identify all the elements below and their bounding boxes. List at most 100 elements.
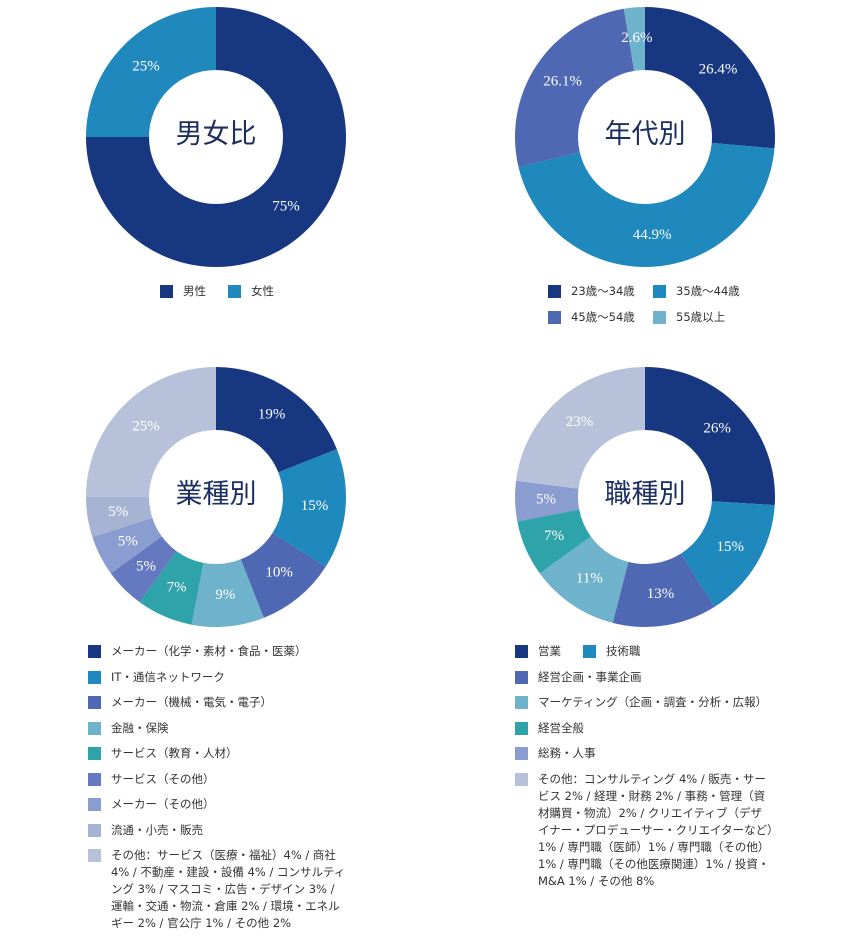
slice-label: 25%	[132, 58, 160, 74]
legend-label: 55歳以上	[676, 309, 726, 324]
donut-slice	[645, 7, 775, 149]
slice-label: 7%	[167, 579, 187, 595]
legend-label: 技術職	[606, 644, 641, 658]
legend-label: 営業	[538, 644, 561, 658]
donut-slice	[515, 480, 580, 522]
legend-item: サービス（教育・人材）	[88, 745, 346, 762]
legend-item: 経営全般	[515, 720, 773, 737]
legend-swatch	[88, 747, 101, 760]
slice-label: 19%	[258, 407, 286, 423]
slice-label: 2.6%	[621, 30, 652, 46]
slice-label: 10%	[265, 565, 293, 581]
legend-swatch	[88, 645, 101, 658]
legend-item: 女性	[228, 283, 274, 300]
legend-swatch	[228, 285, 241, 298]
slice-label: 15%	[301, 498, 329, 514]
legend-label: その他：サービス（医療・福祉）4% / 商社4% / 不動産・建設・設備 4% …	[111, 848, 346, 930]
legend-label: 経営企画・事業企画	[538, 669, 642, 684]
donut-slice	[518, 142, 775, 267]
slice-label: 5%	[108, 504, 128, 520]
donut-slice	[86, 497, 153, 538]
legend-swatch	[515, 696, 528, 709]
legend: 男性 女性	[160, 283, 460, 309]
legend-swatch	[653, 285, 666, 298]
donut-slice	[680, 501, 775, 607]
legend-label: 金融・保険	[111, 720, 169, 735]
legend-item: 流通・小売・販売	[88, 822, 346, 839]
legend-item: 35歳～44歳	[653, 283, 758, 300]
center-title: 業種別	[176, 479, 257, 509]
legend-label: メーカー（その他）	[111, 797, 215, 811]
legend-swatch	[583, 645, 596, 658]
legend-swatch	[88, 670, 101, 684]
legend-swatch	[653, 310, 666, 324]
donut-slice	[86, 7, 346, 267]
donut-slice	[515, 8, 635, 167]
legend-item: メーカー（その他）	[88, 796, 346, 813]
legend-item: 男性	[160, 283, 206, 300]
legend-item: マーケティング（企画・調査・分析・広報）	[515, 694, 773, 711]
legend-item: 技術職	[583, 643, 641, 660]
legend-label: 男性	[183, 284, 206, 298]
legend-item: 営業	[515, 643, 561, 660]
donut-slice	[539, 536, 629, 623]
legend-swatch	[515, 670, 528, 684]
legend-swatch	[548, 310, 561, 324]
legend-swatch	[88, 849, 101, 862]
legend-swatch	[88, 772, 101, 786]
legend-label: 経営全般	[538, 720, 584, 735]
donut-slice	[240, 532, 326, 618]
legend-swatch	[88, 696, 101, 709]
slice-label: 5%	[136, 558, 156, 574]
legend-item: サービス（その他）	[88, 771, 346, 788]
legend-item: IT・通信ネットワーク	[88, 669, 346, 686]
legend-swatch	[88, 721, 101, 735]
legend-item: メーカー（化学・素材・食品・医薬）	[88, 643, 346, 660]
legend-swatch	[515, 772, 528, 786]
center-title: 職種別	[605, 479, 686, 509]
legend-label: サービス（その他）	[111, 771, 215, 786]
slice-label: 5%	[118, 533, 138, 549]
legend-item: メーカー（機械・電気・電子）	[88, 694, 346, 711]
slice-label: 9%	[215, 587, 235, 603]
legend-swatch	[548, 285, 561, 298]
legend-item: 金融・保険	[88, 720, 346, 737]
slice-label: 26.1%	[543, 74, 582, 90]
legend: メーカー（化学・素材・食品・医薬） IT・通信ネットワークメーカー（機械・電気・電…	[88, 643, 346, 941]
donut-slice	[191, 559, 264, 627]
slice-label: 26%	[703, 421, 731, 437]
donut-slice	[517, 509, 591, 574]
slice-label: 25%	[132, 418, 160, 434]
donut-slice	[216, 367, 337, 473]
donut-slice	[645, 367, 775, 506]
slice-label: 26.4%	[699, 62, 738, 78]
slice-label: 75%	[272, 198, 300, 214]
legend-row: 営業 技術職	[515, 643, 773, 669]
legend-item: その他：サービス（医療・福祉）4% / 商社4% / 不動産・建設・設備 4% …	[88, 847, 346, 932]
legend-swatch	[88, 823, 101, 837]
legend-swatch	[515, 747, 528, 760]
legend-item: 23歳～34歳	[548, 283, 653, 300]
legend-swatch	[515, 645, 528, 658]
donut-slice	[110, 536, 177, 603]
donut-slice	[272, 449, 347, 567]
donut-slice	[92, 517, 162, 574]
slice-label: 7%	[544, 528, 564, 544]
legend-label: メーカー（化学・素材・食品・医薬）	[111, 644, 307, 658]
slice-label: 44.9%	[633, 227, 672, 243]
legend-label: 45歳～54歳	[571, 309, 635, 324]
donut-slice	[623, 7, 645, 71]
legend-item: 経営企画・事業企画	[515, 669, 773, 686]
slice-label: 23%	[566, 414, 594, 430]
slice-label: 5%	[536, 492, 556, 508]
slice-label: 11%	[576, 570, 603, 586]
legend-label: サービス（教育・人材）	[111, 746, 238, 760]
legend-label: 23歳～34歳	[571, 284, 635, 298]
legend-item: 55歳以上	[653, 309, 758, 326]
legend-swatch	[88, 798, 101, 811]
legend-label: 女性	[251, 284, 274, 298]
donut-slice	[516, 367, 645, 489]
legend-label: メーカー（機械・電気・電子）	[111, 695, 272, 709]
legend: 23歳～34歳 35歳～44歳 45歳～54歳 55歳以上	[548, 283, 808, 334]
